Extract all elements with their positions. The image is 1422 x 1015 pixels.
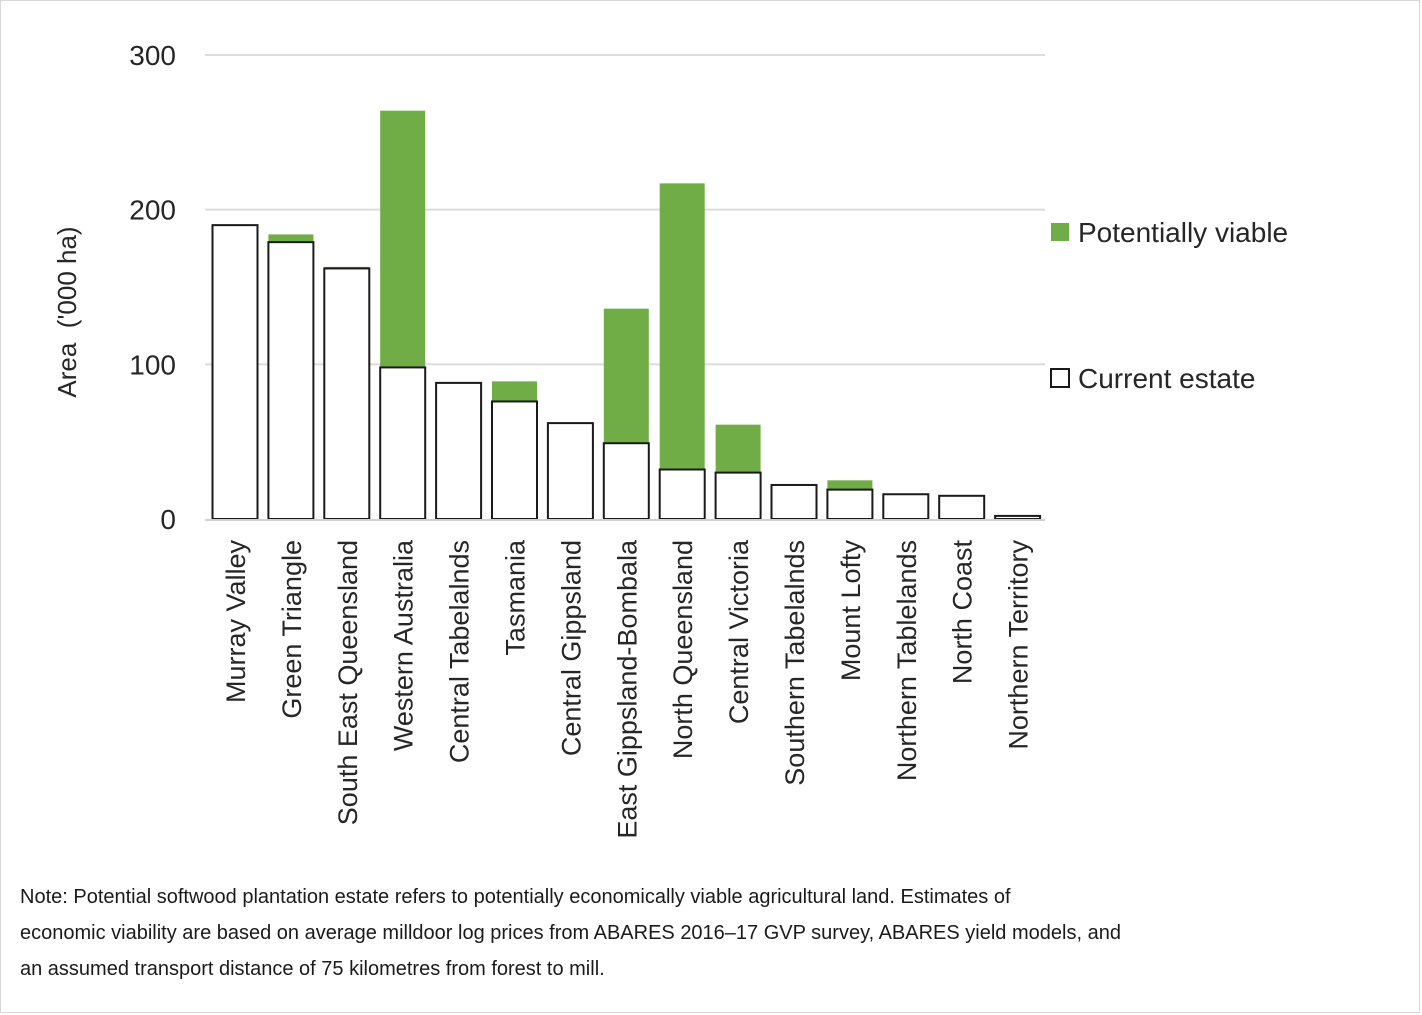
bar-current-estate — [826, 488, 874, 521]
x-tick-label: Green Triangle — [277, 540, 307, 719]
y-tick-label: 0 — [160, 504, 176, 535]
x-axis-ticks: Murray Valley Green Triangle South East Qu… — [221, 539, 1034, 839]
bar-current-estate — [267, 241, 315, 520]
bar-current-estate — [211, 224, 259, 520]
bar-current-estate — [546, 422, 594, 520]
x-tick-label: Southern Tabelalnds — [780, 540, 810, 786]
y-tick-label: 200 — [129, 195, 176, 226]
x-tick-label: North Coast — [948, 540, 978, 685]
legend-swatch — [1051, 223, 1069, 241]
bars — [211, 110, 1042, 521]
x-tick-label: Tasmania — [501, 539, 531, 656]
note-line-2: economic viability are based on average … — [20, 922, 1121, 944]
y-tick-label: 100 — [129, 349, 176, 380]
x-tick-label: Mount Lofty — [836, 540, 866, 682]
chart-note: Note: Potential softwood plantation esta… — [20, 879, 1380, 987]
x-tick-label: Northern Tablelands — [892, 540, 922, 781]
bar-current-estate — [435, 381, 483, 521]
legend-label: Potentially viable — [1078, 217, 1288, 248]
legend-label: Current estate — [1078, 363, 1255, 394]
bar-potentially-viable — [715, 424, 761, 473]
x-tick-label: Central Gippsland — [556, 540, 586, 756]
bar-potentially-viable — [659, 183, 705, 470]
x-tick-label: Western Australia — [389, 539, 419, 751]
bar-current-estate — [882, 493, 930, 520]
bar-current-estate — [770, 483, 818, 520]
note-line-3: an assumed transport distance of 75 kilo… — [20, 958, 605, 980]
bar-current-estate — [491, 400, 538, 521]
stacked-bar-chart: 0 100 200 300 Murray Valley Green Triangle So… — [52, 40, 1288, 839]
y-axis-ticks: 0 100 200 300 — [129, 40, 176, 535]
bar-potentially-viable — [268, 234, 314, 243]
bar-current-estate — [938, 494, 986, 520]
bar-current-estate — [994, 514, 1042, 521]
legend: Potentially viable Current estate — [1050, 217, 1288, 394]
x-tick-label: Central Tabelalnds — [445, 540, 475, 763]
y-axis-label: Area ('000 ha) — [52, 226, 82, 397]
note-line-1: Note: Potential softwood plantation esta… — [20, 886, 1011, 908]
x-tick-label: Northern Territory — [1004, 540, 1034, 750]
bar-current-estate — [602, 442, 650, 521]
bar-potentially-viable — [603, 308, 649, 444]
bar-potentially-viable — [380, 110, 426, 368]
x-tick-label: North Queensland — [668, 540, 698, 759]
bar-potentially-viable — [827, 480, 873, 490]
x-tick-label: East Gippsland-Bombala — [612, 539, 642, 839]
bar-current-estate — [323, 267, 371, 520]
y-tick-label: 300 — [129, 40, 176, 71]
legend-swatch — [1050, 368, 1070, 388]
bar-current-estate — [379, 366, 427, 520]
bar-current-estate — [658, 468, 706, 520]
bar-current-estate — [714, 471, 762, 521]
x-tick-label: Murray Valley — [221, 540, 251, 704]
bar-potentially-viable — [492, 381, 537, 402]
x-tick-label: Central Victoria — [724, 539, 754, 724]
x-tick-label: South East Queensland — [333, 540, 363, 825]
